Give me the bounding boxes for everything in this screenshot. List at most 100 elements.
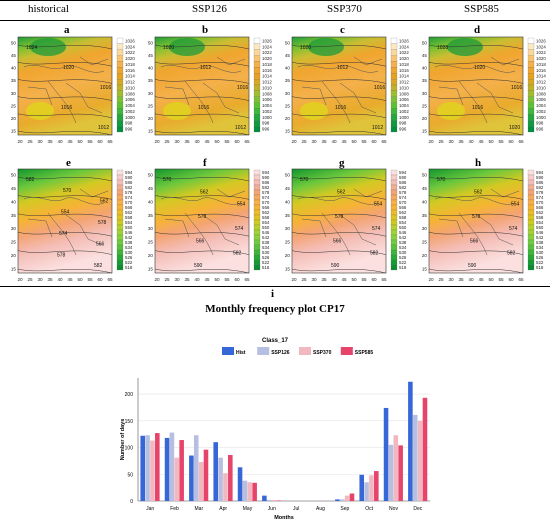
map-legend-label: 554 bbox=[399, 220, 407, 225]
panel-label-h: h bbox=[475, 157, 482, 169]
map-legend-label: 530 bbox=[262, 250, 270, 255]
map-legend-swatch bbox=[390, 43, 398, 50]
map-lon-tick: 20 bbox=[154, 139, 160, 144]
panel-label-e: e bbox=[66, 157, 71, 169]
map-legend-swatch bbox=[527, 126, 535, 133]
map-legend-swatch bbox=[116, 108, 124, 115]
map-contour-label: 574 bbox=[372, 226, 381, 232]
map-lat-tick: 35 bbox=[11, 78, 17, 83]
map-contour-line bbox=[428, 79, 524, 84]
map-lon-tick: 65 bbox=[244, 277, 250, 282]
map-borders bbox=[23, 188, 109, 256]
panel-label-c: c bbox=[340, 24, 345, 36]
x-tick-label: Jun bbox=[268, 506, 276, 512]
bar-hist-mar bbox=[189, 455, 194, 501]
map-lon-tick: 35 bbox=[321, 139, 327, 144]
map-legend-swatch bbox=[527, 49, 535, 56]
map-legend-label: 1008 bbox=[536, 91, 546, 96]
map-legend-swatch bbox=[390, 229, 398, 236]
map-lat-tick: 15 bbox=[422, 129, 428, 134]
map-legend-label: 998 bbox=[399, 121, 407, 126]
map-legend-swatch bbox=[527, 264, 535, 271]
map-legend-swatch bbox=[116, 209, 124, 216]
map-legend-swatch bbox=[116, 84, 124, 91]
map-contour-label: 1020 bbox=[163, 45, 174, 51]
map-legend-label: 578 bbox=[125, 190, 133, 195]
map-legend-label: 550 bbox=[399, 225, 407, 230]
map-legend-swatch bbox=[253, 90, 261, 97]
map-lat-tick: 40 bbox=[148, 199, 154, 204]
map-contour-label: 562 bbox=[474, 189, 483, 195]
map-legend-swatch bbox=[116, 219, 124, 226]
map-legend-label: 574 bbox=[536, 195, 544, 200]
map-legend-label: 1018 bbox=[399, 62, 409, 67]
y-tick-label: 150 bbox=[125, 419, 134, 425]
map-legend-label: 522 bbox=[536, 260, 544, 265]
map-lat-tick: 40 bbox=[285, 199, 291, 204]
map-lat-tick: 25 bbox=[285, 103, 291, 108]
bar-ssp126-may bbox=[242, 480, 248, 501]
map-legend-label: 558 bbox=[125, 215, 133, 220]
map-lat-tick: 45 bbox=[285, 186, 291, 191]
map-contour-label: 1016 bbox=[374, 85, 385, 91]
map-legend-label: 574 bbox=[125, 195, 133, 200]
map-legend-swatch bbox=[527, 259, 535, 266]
bar-ssp126-sep bbox=[339, 499, 345, 501]
map-legend-swatch bbox=[527, 102, 535, 109]
panel-label-b: b bbox=[202, 24, 209, 36]
map-lat-tick: 25 bbox=[11, 103, 17, 108]
map-legend-label: 1002 bbox=[262, 109, 272, 114]
map-contour-line bbox=[291, 195, 387, 200]
map-contour-line bbox=[428, 231, 524, 237]
map-legend-label: 526 bbox=[125, 255, 133, 260]
column-header-ssp585: SSP585 bbox=[464, 3, 499, 15]
x-axis-label: Months bbox=[274, 515, 294, 521]
map-legend-label: 1000 bbox=[262, 115, 272, 120]
map-lon-tick: 60 bbox=[371, 139, 377, 144]
map-legend-swatch bbox=[116, 239, 124, 246]
map-lat-tick: 50 bbox=[422, 41, 428, 46]
monthly-frequency-chart: Class_17 Hist SSP126 SSP370 SSP585 0 50 100 150 2… bbox=[120, 338, 430, 521]
map-lat-tick: 15 bbox=[148, 267, 154, 272]
map-contour-label: 1012 bbox=[372, 125, 383, 131]
map-legend-label: 522 bbox=[399, 260, 407, 265]
map-contour-line bbox=[291, 113, 387, 119]
map-contour-label: 554 bbox=[374, 202, 383, 208]
map-lat-tick: 40 bbox=[148, 66, 154, 71]
map-legend-label: 590 bbox=[536, 175, 544, 180]
map-field bbox=[428, 168, 524, 274]
map-lon-tick: 20 bbox=[291, 139, 297, 144]
map-legend-swatch bbox=[253, 204, 261, 211]
map-legend-swatch bbox=[527, 96, 535, 103]
map-contour-label: 570 bbox=[437, 177, 446, 183]
map-contour-label: 578 bbox=[98, 220, 107, 226]
map-contour-line bbox=[154, 195, 250, 200]
map-lon-tick: 20 bbox=[17, 139, 23, 144]
map-legend-label: 1000 bbox=[536, 115, 546, 120]
map-lon-tick: 35 bbox=[458, 277, 464, 282]
map-legend-label: 1012 bbox=[536, 80, 546, 85]
map-field bbox=[291, 168, 387, 274]
map-legend-label: 558 bbox=[399, 215, 407, 220]
map-contour-line bbox=[291, 250, 387, 255]
column-header-ssp126: SSP126 bbox=[192, 3, 227, 15]
map-legend-label: 1006 bbox=[399, 97, 409, 102]
bar-ssp585-jan bbox=[155, 433, 160, 501]
map-legend-label: 542 bbox=[125, 235, 133, 240]
map-lat-tick: 45 bbox=[11, 53, 17, 58]
map-gph-historical: 5825705625545785745665785825045403530252… bbox=[11, 168, 133, 282]
map-contour-label: 566 bbox=[333, 238, 342, 244]
bar-ssp370-jan bbox=[150, 440, 155, 501]
map-contour-line bbox=[17, 130, 113, 136]
map-legend-swatch bbox=[253, 214, 261, 221]
map-borders bbox=[160, 56, 246, 124]
map-lon-tick: 60 bbox=[234, 139, 240, 144]
map-legend-swatch bbox=[253, 169, 261, 176]
map-lat-tick: 45 bbox=[422, 53, 428, 58]
map-legend-label: 1014 bbox=[125, 74, 135, 79]
map-lon-tick: 60 bbox=[234, 277, 240, 282]
map-legend-label: 1018 bbox=[262, 62, 272, 67]
bar-hist-sep bbox=[335, 499, 340, 501]
map-field bbox=[17, 36, 113, 136]
map-legend-label: 1006 bbox=[536, 97, 546, 102]
